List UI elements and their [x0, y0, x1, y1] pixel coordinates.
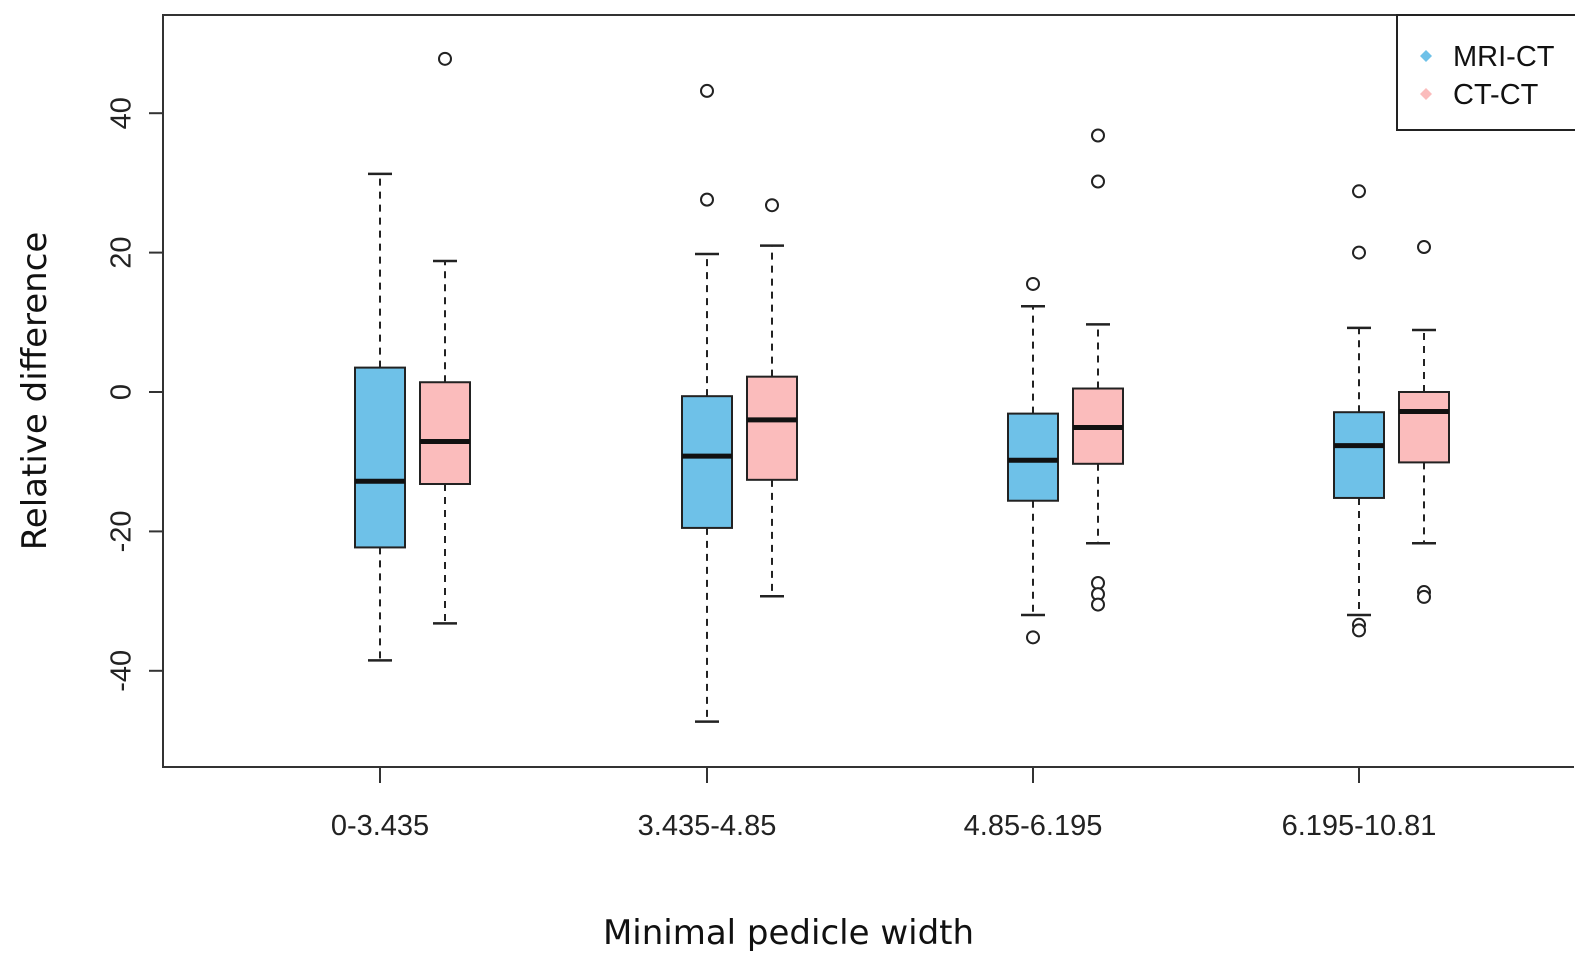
- outlier-point: [1026, 276, 1040, 291]
- box-group: [1398, 240, 1450, 604]
- y-axis-title: Relative difference: [15, 232, 55, 551]
- y-tick-label: -40: [106, 650, 138, 692]
- outlier-point: [1091, 174, 1105, 189]
- outlier-point: [1352, 623, 1366, 638]
- box-group: [681, 83, 733, 723]
- outlier-point: [1352, 184, 1366, 199]
- outlier-point: [1026, 630, 1040, 645]
- x-tick-label: 6.195-10.81: [1282, 810, 1437, 842]
- box-group: [1007, 276, 1059, 645]
- outlier-point: [1417, 589, 1431, 604]
- x-tick-label: 0-3.435: [331, 810, 429, 842]
- box-iqr: [1398, 391, 1450, 464]
- box-group: [746, 198, 798, 598]
- outlier-point: [700, 83, 714, 98]
- y-tick-label: -20: [106, 510, 138, 552]
- legend-swatch: [1420, 50, 1432, 62]
- x-axis: 0-3.435 3.435-4.85 4.85-6.195 6.195-10.81: [331, 767, 1437, 842]
- legend-box: [1396, 14, 1575, 131]
- outlier-point: [1352, 245, 1366, 260]
- legend-swatch: [1420, 88, 1432, 100]
- outlier-point: [438, 51, 452, 66]
- y-tick-label: 40: [106, 97, 138, 129]
- y-tick-label: 20: [106, 236, 138, 268]
- outlier-point: [765, 198, 779, 213]
- y-tick-label: 0: [106, 384, 138, 400]
- outlier-point: [700, 192, 714, 207]
- x-tick-label: 4.85-6.195: [964, 810, 1103, 842]
- box-iqr: [746, 375, 798, 481]
- box-iqr: [681, 395, 733, 529]
- legend-label: MRI-CT: [1453, 41, 1555, 73]
- outlier-point: [1091, 128, 1105, 143]
- x-tick-label: 3.435-4.85: [638, 810, 777, 842]
- box-group: [419, 51, 471, 625]
- plot-area: [162, 14, 1574, 768]
- box-iqr: [1333, 411, 1385, 499]
- box-group: [354, 172, 406, 662]
- x-axis-title: Minimal pedicle width: [603, 913, 974, 953]
- outlier-point: [1417, 240, 1431, 255]
- box-group: [1333, 184, 1385, 638]
- box-group: [1072, 128, 1124, 612]
- outlier-point: [1091, 597, 1105, 612]
- box-iqr: [1007, 412, 1059, 502]
- legend: MRI-CT CT-CT: [1396, 14, 1575, 131]
- box-iqr: [419, 381, 471, 486]
- box-iqr: [354, 366, 406, 549]
- legend-label: CT-CT: [1453, 79, 1539, 111]
- y-axis: -40 -20 0 20 40: [106, 97, 163, 692]
